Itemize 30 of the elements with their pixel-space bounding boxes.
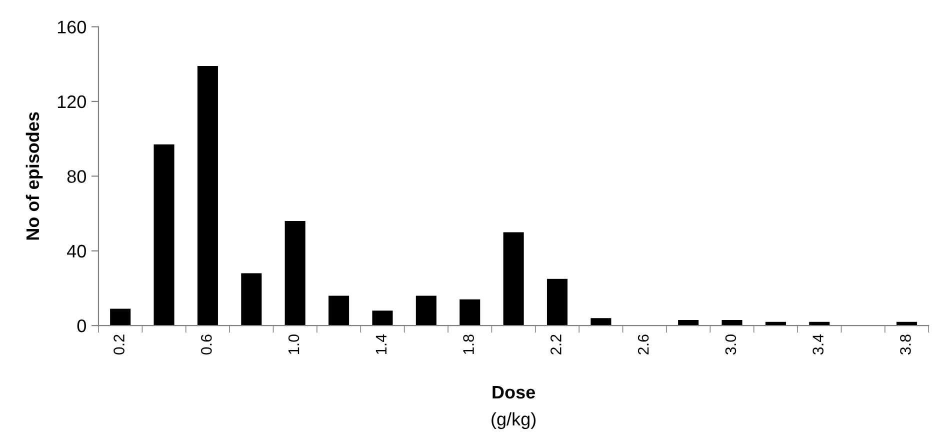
bar [416, 296, 436, 326]
x-tick-label: 1.0 [288, 334, 300, 354]
y-tick-label: 0 [77, 320, 86, 332]
x-tick-label: 3.8 [900, 334, 911, 355]
bar [284, 220, 306, 326]
x-tick-label: 1.8 [463, 334, 474, 354]
x-tick-label: 3.4 [812, 334, 824, 355]
bar [328, 296, 350, 326]
x-tick-label: 2.6 [638, 334, 649, 354]
bar [110, 308, 131, 326]
x-axis-title: Dose (g/kg) [492, 386, 536, 430]
bar [197, 66, 218, 326]
bar [372, 310, 393, 326]
y-axis-title: No of episodes [26, 112, 43, 240]
bar [546, 278, 568, 326]
y-tick-label: 80 [67, 170, 86, 183]
bar [503, 232, 524, 326]
bar [241, 273, 262, 326]
x-tick-label: 2.2 [550, 334, 562, 354]
y-tick-label: 120 [58, 95, 86, 108]
bar [590, 318, 612, 326]
y-tick-label: 40 [67, 244, 86, 258]
x-tick-label: 0.6 [201, 334, 212, 355]
bar [460, 299, 480, 326]
x-tick-label: 3.0 [725, 334, 736, 355]
y-tick-label: 160 [58, 20, 86, 34]
bar [722, 320, 742, 326]
x-tick-label: 1.4 [376, 334, 386, 354]
x-tick-label: 0.2 [114, 334, 124, 355]
bar [154, 144, 174, 326]
